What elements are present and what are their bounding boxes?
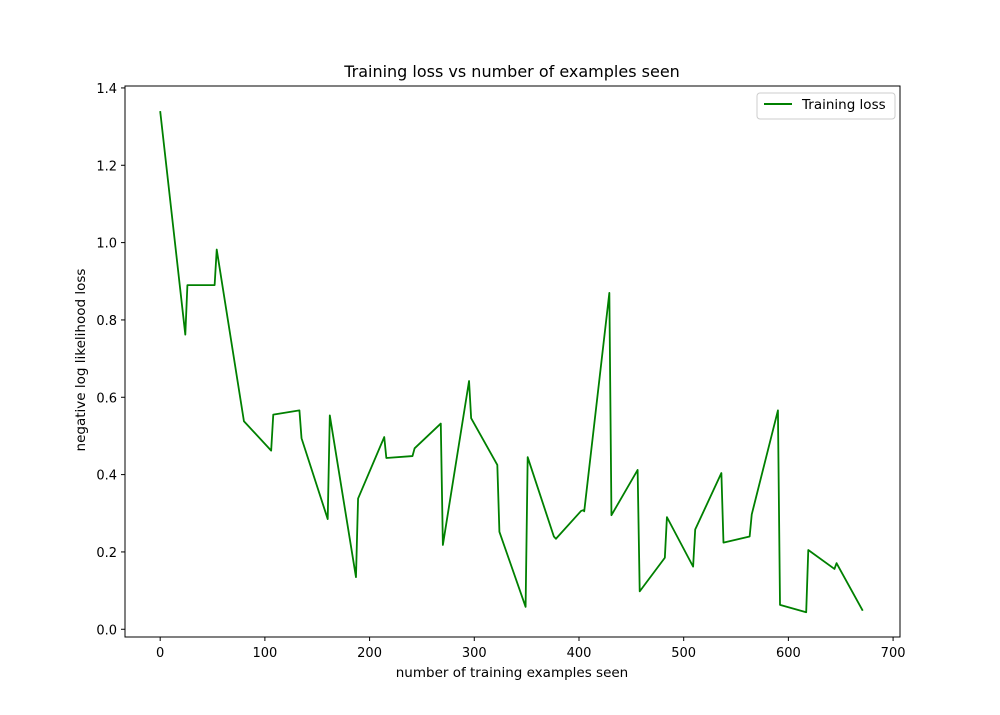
x-axis-ticks: 0 100 200 300 400 500 600 700 xyxy=(156,637,906,661)
x-tick-label: 700 xyxy=(881,646,906,661)
x-tick-label: 600 xyxy=(776,646,801,661)
legend-label: Training loss xyxy=(801,97,886,113)
y-tick-label: 0.0 xyxy=(96,623,117,638)
legend-box xyxy=(756,92,896,120)
y-tick-label: 0.8 xyxy=(96,314,117,329)
y-axis-label: negative log likelihood loss xyxy=(73,269,89,452)
chart-title: Training loss vs number of examples seen xyxy=(343,62,680,81)
y-tick-label: 0.6 xyxy=(96,391,117,406)
x-axis-label: number of training examples seen xyxy=(396,665,629,681)
x-tick-label: 100 xyxy=(252,646,277,661)
x-tick-label: 400 xyxy=(567,646,592,661)
axes-frame xyxy=(124,85,901,638)
x-tick-label: 300 xyxy=(462,646,487,661)
legend: Training loss xyxy=(756,92,896,120)
y-tick-label: 0.4 xyxy=(96,469,117,484)
plot-area xyxy=(124,85,901,638)
x-tick-label: 200 xyxy=(357,646,382,661)
y-tick-label: 0.2 xyxy=(96,546,117,561)
x-tick-label: 0 xyxy=(156,646,164,661)
y-tick-label: 1.2 xyxy=(96,159,117,174)
series-line-0 xyxy=(159,111,864,614)
x-tick-label: 500 xyxy=(671,646,696,661)
y-axis-ticks: 0.0 0.2 0.4 0.6 0.8 1.0 1.2 1.4 xyxy=(96,82,125,638)
y-tick-label: 1.4 xyxy=(96,82,117,97)
y-tick-label: 1.0 xyxy=(96,237,117,252)
